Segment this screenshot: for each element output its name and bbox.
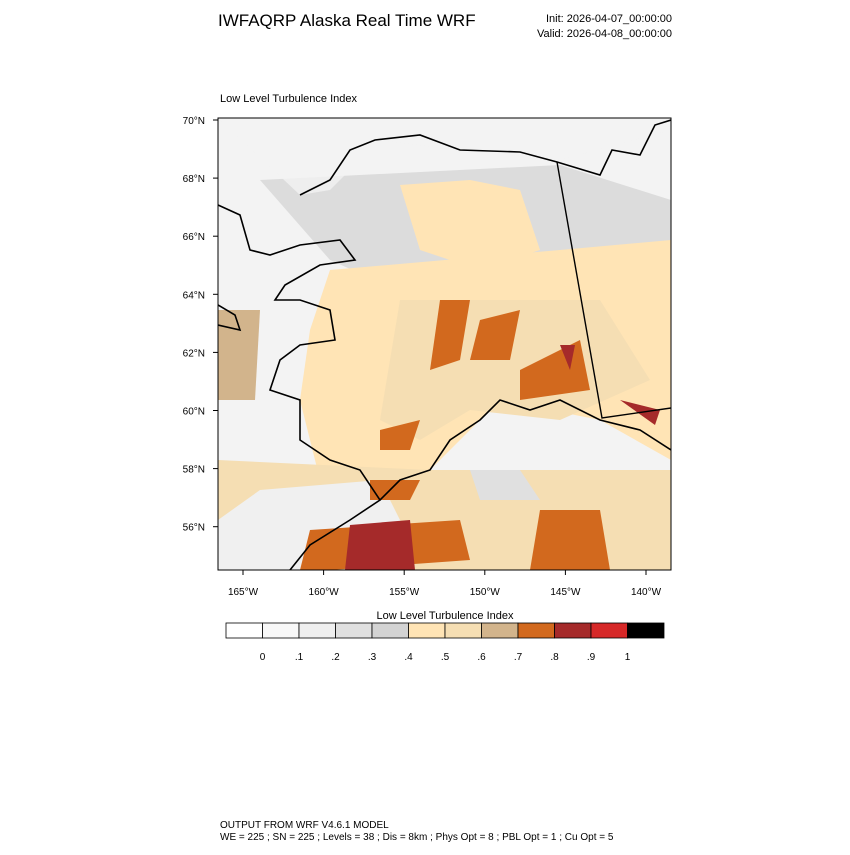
lat-label: 60°N: [183, 407, 205, 418]
colorbar-label: .5: [441, 652, 450, 663]
lon-label: 165°W: [228, 587, 259, 598]
colorbar-box: [481, 622, 519, 639]
colorbar-box: [262, 622, 300, 639]
colorbar-box: [444, 622, 482, 639]
colorbar-label: .8: [550, 652, 559, 663]
lat-label: 68°N: [183, 174, 205, 185]
footer-line: OUTPUT FROM WRF V4.6.1 MODEL: [220, 820, 389, 831]
title: IWFAQRP Alaska Real Time WRF: [218, 11, 476, 30]
valid-time: Valid: 2026-04-08_00:00:00: [537, 28, 672, 40]
colorbar-title: Low Level Turbulence Index: [377, 610, 514, 622]
lat-label: 66°N: [183, 232, 205, 243]
init-time: Init: 2026-04-07_00:00:00: [546, 13, 672, 25]
colorbar-label: .4: [404, 652, 413, 663]
colorbar-box: [517, 622, 555, 639]
map-title: Low Level Turbulence Index: [220, 93, 357, 105]
colorbar-label: .6: [477, 652, 486, 663]
colorbar-label: .3: [368, 652, 377, 663]
colorbar-box: [371, 622, 409, 639]
colorbar-label: .7: [514, 652, 523, 663]
colorbar-box: [298, 622, 336, 639]
lat-label: 58°N: [183, 465, 205, 476]
colorbar-label: .2: [331, 652, 340, 663]
colorbar-box: [590, 622, 628, 639]
colorbar-box: [225, 622, 263, 639]
lon-label: 140°W: [631, 587, 662, 598]
footer-line: WE = 225 ; SN = 225 ; Levels = 38 ; Dis …: [220, 832, 614, 843]
colorbar-label: .1: [295, 652, 304, 663]
colorbar-box: [408, 622, 446, 639]
lon-label: 155°W: [389, 587, 420, 598]
colorbar-box: [335, 622, 373, 639]
lon-label: 160°W: [309, 587, 340, 598]
colorbar-label: 1: [625, 652, 631, 663]
lat-label: 62°N: [183, 348, 205, 359]
map-field: [218, 118, 671, 570]
lon-label: 145°W: [550, 587, 581, 598]
colorbar-box: [554, 622, 592, 639]
colorbar-box: [627, 622, 665, 639]
lat-label: 70°N: [183, 116, 205, 127]
colorbar-label: .9: [587, 652, 596, 663]
lon-label: 150°W: [470, 587, 501, 598]
map-frame: [217, 117, 672, 571]
lat-label: 64°N: [183, 290, 205, 301]
colorbar-label: 0: [260, 652, 266, 663]
lat-label: 56°N: [183, 523, 205, 534]
